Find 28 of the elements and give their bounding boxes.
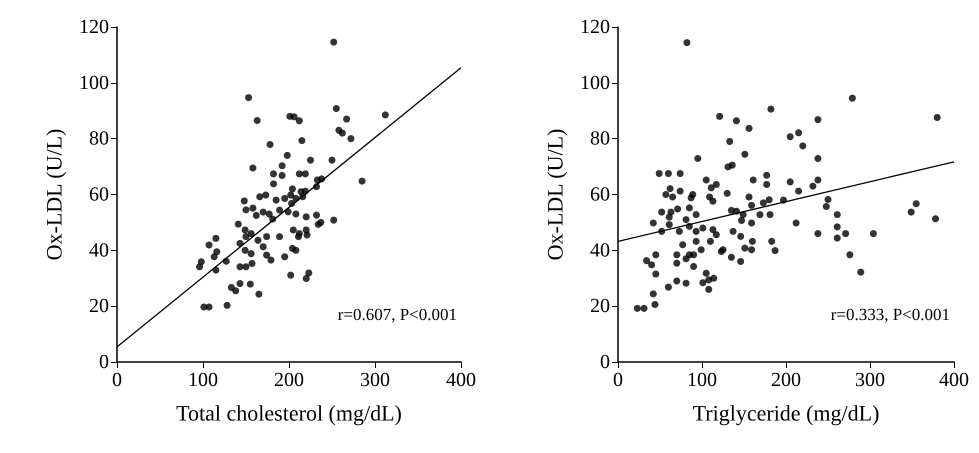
y-tick-label: 20 <box>590 295 610 318</box>
x-axis-title: Total cholesterol (mg/dL) <box>176 400 402 426</box>
y-tick-label: 60 <box>590 184 610 206</box>
y-tick-label: 0 <box>600 351 610 373</box>
x-tick-label: 200 <box>274 369 304 391</box>
y-tick-label: 40 <box>590 239 610 262</box>
x-tick-label: 300 <box>360 369 390 391</box>
x-tick-label: 400 <box>446 369 476 391</box>
y-tick-label: 80 <box>590 128 610 150</box>
y-tick-label: 120 <box>79 16 109 38</box>
y-tick-label: 80 <box>89 128 109 150</box>
x-tick-label: 100 <box>687 369 717 391</box>
x-tick-label: 300 <box>855 369 885 391</box>
x-tick-label: 200 <box>771 369 801 391</box>
y-axis-title: Ox-LDL (U/L) <box>42 128 66 260</box>
annotation: r=0.607, P<0.001 <box>338 305 458 324</box>
annotation: r=0.333, P<0.001 <box>830 305 950 324</box>
y-tick-label: 100 <box>580 72 610 94</box>
y-axis-title: Ox-LDL (U/L) <box>542 128 568 260</box>
x-tick-label: 100 <box>188 369 218 391</box>
x-axis-title: Triglyceride (mg/dL) <box>692 400 880 426</box>
y-tick-label: 40 <box>89 239 109 262</box>
x-tick-label: 400 <box>939 369 969 391</box>
y-tick-label: 20 <box>89 295 109 318</box>
y-tick-label: 120 <box>580 16 610 38</box>
y-tick-label: 100 <box>79 72 109 94</box>
y-tick-label: 0 <box>99 351 109 373</box>
y-tick-label: 60 <box>89 184 109 206</box>
